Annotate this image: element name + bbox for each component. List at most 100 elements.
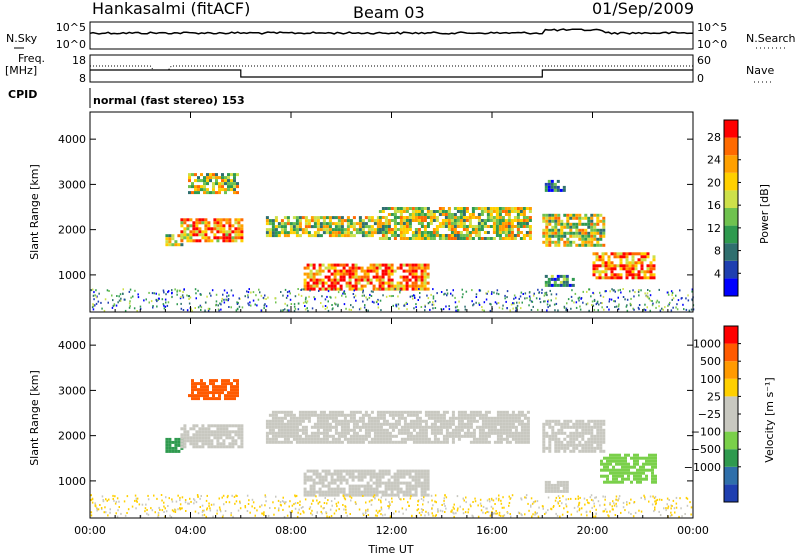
vel-cell: [228, 424, 232, 428]
vel-cell: [472, 440, 476, 444]
vel-speckle: [194, 510, 197, 513]
power-cell: [569, 225, 573, 229]
vel-speckle: [578, 509, 581, 512]
vel-cell: [630, 465, 633, 469]
power-cell: [516, 225, 520, 228]
power-speckle: [162, 289, 165, 292]
power-speckle: [139, 305, 142, 308]
vel-cell: [286, 437, 290, 441]
vel-speckle: [534, 513, 536, 516]
vel-speckle: [156, 497, 158, 500]
vel-speckle: [622, 501, 625, 504]
vel-cell: [436, 437, 440, 441]
power-speckle: [434, 300, 437, 303]
power-cell: [393, 207, 397, 210]
power-cell: [195, 233, 199, 237]
vel-cell: [396, 469, 400, 473]
vel-speckle: [205, 499, 208, 502]
vel-cell: [418, 422, 422, 426]
power-speckle: [252, 299, 255, 302]
power-cell: [432, 213, 436, 216]
power-speckle: [543, 300, 545, 303]
power-speckle: [672, 306, 674, 309]
vel-cell: [315, 475, 319, 479]
vel-cell: [303, 475, 307, 479]
power-cell: [283, 228, 287, 232]
vel-speckle: [615, 495, 618, 498]
power-cell: [331, 234, 335, 238]
vel-cell: [472, 428, 476, 432]
vel-cell: [393, 493, 397, 497]
power-cell: [405, 207, 409, 210]
power-cell: [328, 231, 332, 235]
vel-cell: [192, 439, 196, 443]
vel-cell: [330, 472, 334, 476]
vel-cell: [219, 430, 223, 434]
vel-speckle: [530, 504, 532, 507]
power-cell: [312, 287, 316, 291]
vel-cell: [633, 459, 636, 463]
vel-speckle: [291, 510, 293, 512]
power-cell: [286, 222, 290, 226]
vel-cell: [219, 427, 223, 431]
power-cell: [165, 237, 169, 241]
vel-speckle: [611, 508, 614, 511]
power-cell: [339, 275, 343, 279]
power-speckle: [236, 303, 239, 305]
power-cell: [399, 216, 403, 219]
power-speckle: [585, 303, 588, 306]
vel-speckle: [681, 515, 683, 518]
power-speckle: [255, 294, 257, 297]
power-cell: [565, 280, 569, 284]
vel-speckle: [402, 512, 404, 515]
vel-speckle: [298, 508, 300, 511]
vel-cell: [210, 433, 214, 437]
vel-speckle: [163, 505, 165, 508]
vel-cell: [360, 475, 364, 479]
power-cell: [307, 219, 311, 223]
vel-cell: [423, 493, 427, 497]
power-cell: [310, 234, 314, 238]
vel-cell: [481, 437, 485, 441]
power-cell: [426, 222, 430, 225]
vel-speckle: [350, 499, 352, 502]
power-cell: [339, 269, 343, 273]
vel-cell: [312, 493, 316, 497]
power-cell: [417, 237, 421, 240]
vel-cell: [411, 478, 415, 482]
power-cell: [411, 231, 415, 234]
power-cell: [504, 207, 508, 210]
power-cell: [528, 228, 532, 231]
vel-cell: [352, 410, 356, 414]
x-tick-label: 12:00: [376, 524, 408, 537]
vel-speckle: [294, 502, 297, 505]
power-speckle: [304, 305, 306, 307]
power-speckle: [348, 308, 351, 311]
power-speckle: [118, 295, 120, 298]
power-cell: [227, 179, 230, 183]
vel-cell: [298, 437, 302, 441]
power-cell: [212, 188, 215, 192]
power-cell: [599, 234, 603, 238]
power-cell: [459, 237, 463, 240]
power-cell: [613, 255, 617, 259]
power-cell: [610, 273, 614, 277]
vel-speckle: [651, 503, 654, 506]
vel-cell: [590, 443, 594, 447]
power-cell: [387, 281, 391, 285]
power-cell: [601, 255, 605, 259]
power-cell: [556, 277, 560, 281]
vel-speckle: [656, 498, 659, 501]
vel-speckle: [450, 510, 453, 513]
vel-cell: [376, 419, 380, 423]
vel-cell: [212, 397, 215, 401]
power-speckle: [288, 290, 291, 293]
vel-cell: [621, 474, 624, 478]
power-cell: [334, 228, 338, 232]
power-cell: [459, 225, 463, 228]
power-data: [90, 173, 695, 312]
power-speckle: [496, 289, 499, 292]
power-cell: [453, 213, 457, 216]
vel-cell: [336, 475, 340, 479]
vel-cell: [627, 453, 630, 457]
